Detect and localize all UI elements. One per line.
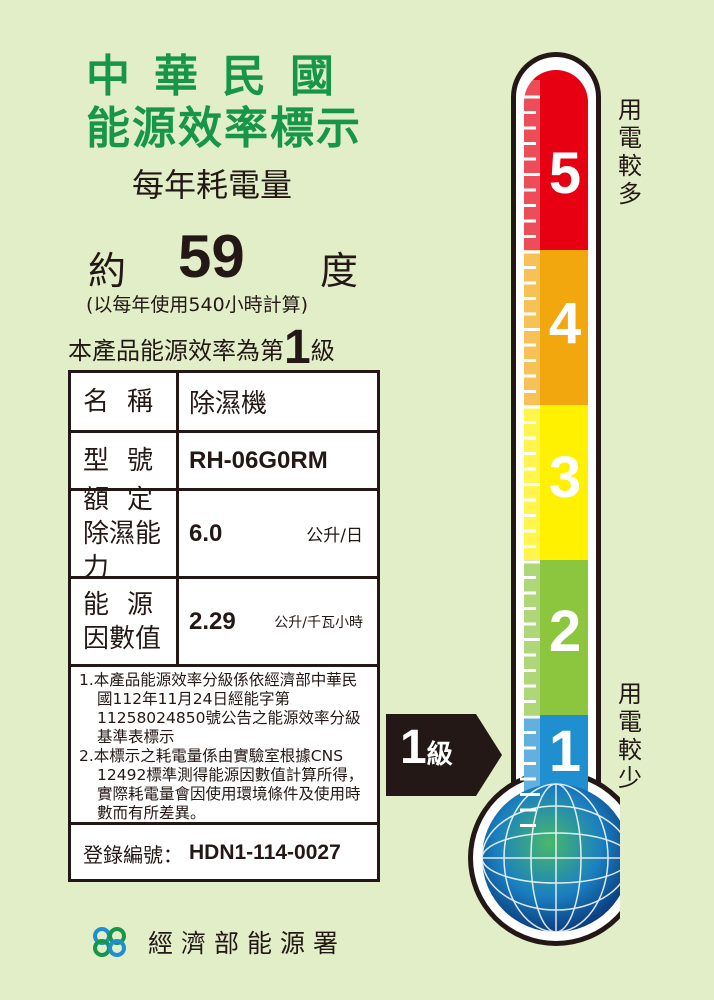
registration-number: HDN1-114-0027 — [189, 841, 341, 864]
usage-value: 59 — [178, 223, 245, 290]
factor-label-2: 因數值 — [83, 623, 162, 654]
higher-consumption-label: 用電較多 — [618, 96, 642, 208]
note-1: 1.本產品能源效率分級係依經濟部中華民國112年11月24日經能字第112580… — [79, 671, 361, 746]
row-registration: 登錄編號： HDN1-114-0027 — [71, 825, 377, 881]
registration-label: 登錄編號： — [83, 842, 183, 867]
grade-statement: 本產品能源效率為第1級 — [68, 320, 335, 375]
title-roc: 中華民國 — [86, 51, 358, 102]
factor-unit: 公升/千瓦小時 — [274, 614, 363, 631]
model-label: 型號 — [71, 433, 179, 488]
grade-text: 本產品能源效率為第 — [68, 337, 284, 365]
row-model: 型號 RH-06G0RM — [71, 433, 377, 491]
agency-logo: 經濟部能源署 — [90, 924, 346, 960]
name-label: 名稱 — [71, 373, 179, 430]
agency-name: 經濟部能源署 — [148, 929, 347, 958]
annual-usage: 約 59 度 — [88, 222, 358, 293]
usage-unit: 度 — [319, 249, 358, 293]
capacity-label-1: 額定 — [83, 484, 172, 515]
capacity-label-2: 除濕能力 — [83, 518, 162, 583]
factor-label: 能源 因數值 — [71, 579, 179, 664]
capacity-value: 6.0 — [189, 519, 223, 547]
factor-label-1: 能源 — [83, 589, 172, 620]
spec-table: 名稱 除濕機 型號 RH-06G0RM 額定 除濕能力 6.0 公升/日 能源 因數… — [68, 370, 380, 882]
lower-consumption-label: 用電較少 — [618, 680, 642, 792]
level-2-segment — [524, 560, 588, 715]
title-energy-label: 能源效率標示 — [86, 103, 362, 154]
row-name: 名稱 除濕機 — [71, 373, 377, 433]
level-4-segment — [524, 250, 588, 405]
annual-consumption-label: 每年耗電量 — [132, 166, 293, 204]
level-1-label: 1 — [548, 719, 582, 784]
row-factor: 能源 因數值 2.29 公升/千瓦小時 — [71, 579, 377, 667]
note-2: 2.本標示之耗電量係由實驗室根據CNS 12492標準測得能源因數值計算所得，實… — [79, 747, 364, 822]
model-value: RH-06G0RM — [189, 446, 328, 474]
grade-indicator-arrow: 1級 — [386, 714, 502, 796]
grade-level: 1 — [284, 321, 311, 374]
thermometer — [468, 52, 620, 946]
notes: 1.本產品能源效率分級係依經濟部中華民國112年11月24日經能字第112580… — [79, 671, 371, 823]
row-capacity: 額定 除濕能力 6.0 公升/日 — [71, 485, 377, 583]
level-4-label: 4 — [548, 291, 582, 356]
usage-prefix: 約 — [88, 249, 127, 293]
factor-value: 2.29 — [189, 607, 236, 635]
indicator-suffix: 級 — [426, 739, 453, 769]
row-notes: 1.本產品能源效率分級係依經濟部中華民國112年11月24日經能字第112580… — [71, 667, 377, 825]
name-value: 除濕機 — [189, 388, 268, 418]
capacity-label: 額定 除濕能力 — [71, 485, 179, 583]
level-5-label: 5 — [548, 141, 582, 206]
level-3-segment — [524, 405, 588, 560]
level-3-label: 3 — [548, 445, 582, 510]
capacity-unit: 公升/日 — [306, 526, 363, 546]
level-2-label: 2 — [548, 599, 582, 664]
grade-suffix: 級 — [310, 337, 335, 365]
indicator-level: 1 — [400, 721, 427, 774]
thermometer-highlight — [524, 80, 540, 840]
usage-note: (以每年使用540小時計算) — [86, 294, 309, 316]
agency-emblem-icon — [93, 927, 126, 957]
